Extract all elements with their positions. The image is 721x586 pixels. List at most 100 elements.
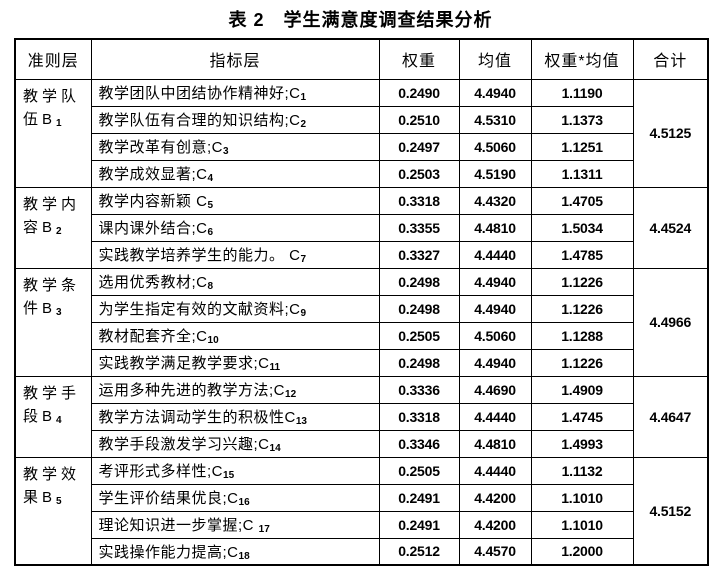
product-cell: 1.2000 [530, 537, 634, 566]
subscript: 13 [295, 416, 307, 427]
mean-cell: 4.4320 [458, 186, 532, 215]
weight-cell: 0.2491 [378, 483, 460, 512]
column-header-indicator: 指标层 [90, 38, 380, 80]
subscript: 3 [56, 306, 62, 318]
subscript: 7 [300, 254, 307, 265]
product-cell: 1.4785 [530, 240, 634, 269]
mean-cell: 4.4440 [458, 240, 532, 269]
column-header-criterion: 准则层 [14, 38, 92, 80]
mean-cell: 4.4570 [458, 537, 532, 566]
indicator-cell: 实践教学满足教学要求;C11 [90, 348, 380, 377]
table-row: 教学手段激发学习兴趣;C14 0.3346 4.4810 1.4993 [15, 429, 708, 458]
criterion-cell: 教学效果B5 [14, 456, 92, 566]
mean-cell: 4.4940 [458, 267, 532, 296]
mean-cell: 4.4200 [458, 510, 532, 539]
subscript: 18 [238, 550, 250, 562]
indicator-cell: 学生评价结果优良;C16 [90, 483, 380, 512]
product-cell: 1.1132 [530, 456, 634, 485]
table-row: 教学条件B3 选用优秀教材;C8 0.2498 4.4940 1.1226 4.4966 [14, 267, 709, 377]
subscript: 16 [238, 497, 250, 508]
mean-cell: 4.5190 [458, 159, 532, 188]
weight-cell: 0.2505 [378, 321, 460, 350]
subscript: 2 [300, 119, 307, 130]
subscript: 4 [56, 414, 62, 426]
weight-cell: 0.2497 [378, 132, 460, 161]
indicator-cell: 教材配套齐全;C10 [90, 321, 380, 350]
indicator-cell: 为学生指定有效的文献资料;C9 [90, 294, 380, 323]
product-cell: 1.5034 [530, 213, 634, 242]
subscript: 5 [56, 495, 62, 507]
total-cell: 4.4966 [632, 267, 709, 377]
table-row: 教学内容B2 教学内容新颖 C5 0.3318 4.4320 1.4705 4.4524 [14, 186, 709, 269]
table-row: 教学效果B5 考评形式多样性;C15 0.2505 4.4440 1.1132 4.515… [14, 456, 709, 566]
criterion-cell: 教学手段B4 [14, 375, 92, 458]
mean-cell: 4.4440 [458, 402, 532, 431]
mean-cell: 4.5060 [458, 132, 532, 161]
mean-cell: 4.4440 [458, 456, 532, 485]
product-cell: 1.1010 [530, 510, 634, 539]
mean-cell: 4.5310 [458, 105, 532, 134]
indicator-cell: 课内课外结合;C6 [90, 213, 380, 242]
mean-cell: 4.4940 [458, 348, 532, 377]
mean-cell: 4.4690 [458, 375, 532, 404]
indicator-cell: 实践教学培养学生的能力。 C7 [90, 240, 380, 269]
product-cell: 1.1373 [530, 105, 634, 134]
product-cell: 1.1226 [530, 294, 634, 323]
subscript: 9 [300, 308, 307, 319]
subscript: 2 [56, 225, 62, 237]
subscript: 6 [207, 227, 214, 238]
indicator-cell: 教学改革有创意;C3 [90, 132, 380, 161]
subscript: 17 [258, 524, 270, 535]
total-cell: 4.4647 [632, 375, 709, 458]
product-cell: 1.1010 [530, 483, 634, 512]
table-row: 教学队伍B1 教学团队中团结协作精神好;C1 0.2490 4.4940 1.1190 4… [14, 78, 709, 188]
weight-cell: 0.2505 [378, 456, 460, 485]
table-row: 实践教学培养学生的能力。 C7 0.3327 4.4440 1.4785 [15, 240, 708, 269]
weight-cell: 0.3355 [378, 213, 460, 242]
column-header-total: 合计 [632, 38, 709, 80]
indicator-cell: 运用多种先进的教学方法;C12 [90, 375, 380, 404]
indicator-cell: 理论知识进一步掌握;C 17 [90, 510, 380, 539]
mean-cell: 4.4810 [458, 213, 532, 242]
table-row: 课内课外结合;C6 0.3355 4.4810 1.5034 [15, 213, 708, 242]
table-row: 教学手段B4 运用多种先进的教学方法;C12 0.3336 4.4690 1.4909 4… [14, 375, 709, 458]
weight-cell: 0.3318 [378, 186, 460, 215]
indicator-cell: 教学内容新颖 C5 [90, 186, 380, 215]
weight-cell: 0.2503 [378, 159, 460, 188]
table-row: 教学改革有创意;C3 0.2497 4.5060 1.1251 [15, 132, 708, 161]
weight-cell: 0.2512 [378, 537, 460, 566]
product-cell: 1.4745 [530, 402, 634, 431]
product-cell: 1.4909 [530, 375, 634, 404]
table-row: 教材配套齐全;C10 0.2505 4.5060 1.1288 [15, 321, 708, 350]
subscript: 1 [300, 92, 307, 103]
table-title: 表 2 学生满意度调查结果分析 [228, 10, 493, 30]
indicator-cell: 教学队伍有合理的知识结构;C2 [90, 105, 380, 134]
indicator-cell: 教学成效显著;C4 [90, 159, 380, 188]
total-cell: 4.5125 [632, 78, 709, 188]
product-cell: 1.1311 [530, 159, 634, 188]
criterion-cell: 教学队伍B1 [14, 78, 92, 188]
mean-cell: 4.4940 [458, 78, 532, 107]
product-cell: 1.1226 [530, 348, 634, 377]
weight-cell: 0.2510 [378, 105, 460, 134]
product-cell: 1.1226 [530, 267, 634, 296]
product-cell: 1.4993 [530, 429, 634, 458]
subscript: 4 [207, 173, 214, 184]
subscript: 5 [207, 200, 214, 211]
weight-cell: 0.3336 [378, 375, 460, 404]
table-row: 为学生指定有效的文献资料;C9 0.2498 4.4940 1.1226 [15, 294, 708, 323]
table-row: 实践操作能力提高;C18 0.2512 4.4570 1.2000 [15, 537, 708, 566]
column-header-weight: 权重 [378, 38, 460, 80]
table-body: 教学队伍B1 教学团队中团结协作精神好;C1 0.2490 4.4940 1.1190 4… [14, 78, 709, 566]
subscript: 11 [269, 362, 281, 373]
weight-cell: 0.2490 [378, 78, 460, 107]
indicator-cell: 教学方法调动学生的积极性C13 [90, 402, 380, 431]
weight-cell: 0.2491 [378, 510, 460, 539]
indicator-cell: 教学团队中团结协作精神好;C1 [90, 78, 380, 107]
subscript: 1 [56, 117, 62, 129]
total-cell: 4.5152 [632, 456, 709, 566]
product-cell: 1.1251 [530, 132, 634, 161]
table-row: 实践教学满足教学要求;C11 0.2498 4.4940 1.1226 [15, 348, 708, 377]
weight-cell: 0.3346 [378, 429, 460, 458]
